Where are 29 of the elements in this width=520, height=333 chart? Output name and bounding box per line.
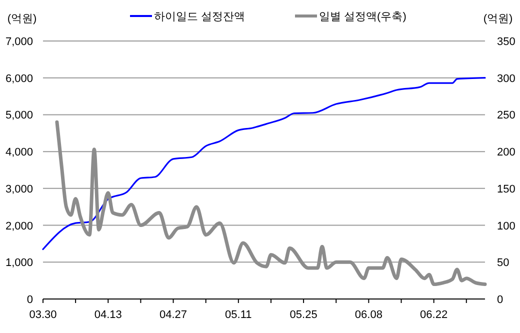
y2-tick-label: 150	[497, 183, 516, 196]
y2-tick-label: 50	[497, 257, 510, 270]
y-axis-title: (억원)	[7, 13, 37, 25]
y2-axis-title: (억원)	[483, 13, 513, 25]
line-series	[42, 77, 486, 250]
y-tick-label: 3,000	[5, 183, 33, 196]
y2-tick-label: 350	[497, 36, 516, 48]
y2-tick-label: 300	[497, 72, 516, 85]
x-tick-label: 05.11	[225, 309, 252, 321]
x-tick-label: 05.25	[290, 309, 318, 321]
y2-tick-label: 200	[497, 146, 516, 159]
line-series	[55, 120, 487, 286]
x-tick-label: 04.13	[94, 309, 122, 321]
y-tick-label: 6,000	[5, 72, 33, 85]
y-tick-label: 5,000	[5, 110, 33, 122]
x-tick-label: 03.30	[29, 309, 57, 321]
y-tick-label: 7,000	[5, 36, 33, 48]
y2-tick-label: 100	[497, 220, 516, 232]
legend-label: 하이일드 설정잔액	[154, 11, 246, 23]
y2-tick-label: 250	[497, 110, 516, 122]
x-tick-label: 04.27	[160, 309, 188, 321]
x-tick-label: 06.22	[420, 309, 448, 321]
y-tick-label: 4,000	[5, 146, 33, 159]
y-tick-label: 0	[26, 294, 33, 306]
y2-tick-label: 0	[497, 294, 504, 306]
y-tick-label: 1,000	[5, 257, 33, 270]
legend-label: 일별 설정액(우축)	[319, 11, 406, 23]
y-tick-label: 2,000	[5, 220, 33, 232]
x-tick-label: 06.08	[354, 309, 382, 321]
